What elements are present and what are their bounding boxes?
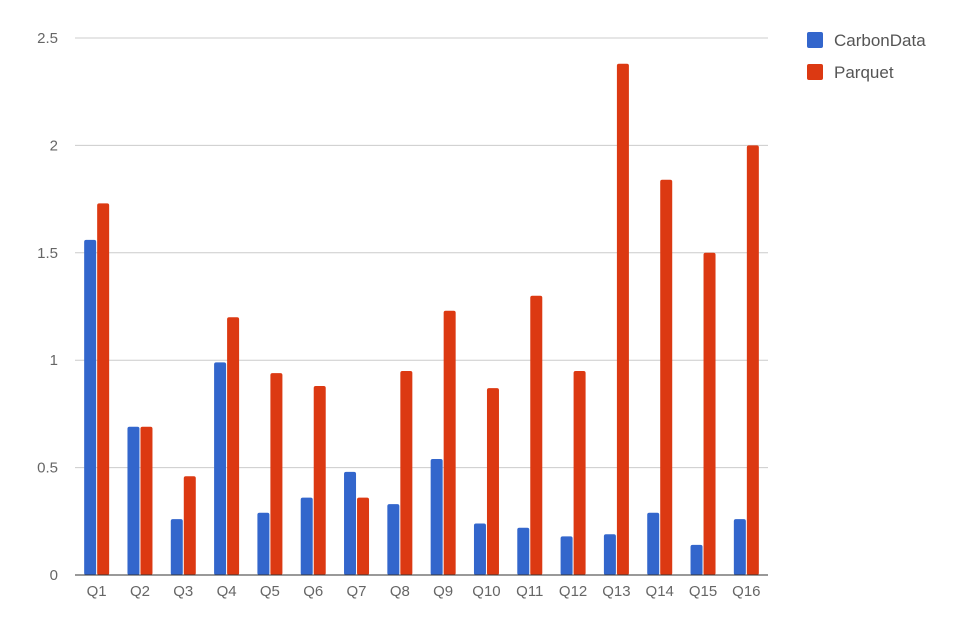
legend-swatch-parquet bbox=[807, 64, 823, 80]
x-tick-label: Q3 bbox=[173, 583, 193, 600]
bar-parquet-q8 bbox=[400, 370, 413, 575]
x-tick-label: Q16 bbox=[732, 583, 760, 600]
bar-carbondata-q2 bbox=[127, 426, 140, 575]
bar-carbondata-q3 bbox=[170, 519, 183, 575]
x-tick-label: Q9 bbox=[433, 583, 453, 600]
y-tick-label: 2 bbox=[50, 137, 58, 154]
x-tick-label: Q13 bbox=[602, 583, 630, 600]
bar-parquet-q13 bbox=[616, 63, 629, 575]
gridlines bbox=[75, 37, 768, 469]
bar-carbondata-q10 bbox=[473, 523, 486, 575]
legend: CarbonData Parquet bbox=[807, 31, 926, 82]
x-tick-label: Q11 bbox=[516, 583, 543, 600]
x-tick-label: Q5 bbox=[260, 583, 280, 600]
bar-parquet-q15 bbox=[703, 252, 716, 576]
bar-parquet-q12 bbox=[573, 370, 586, 575]
bars bbox=[84, 63, 759, 576]
bar-carbondata-q15 bbox=[690, 544, 703, 575]
bar-carbondata-q5 bbox=[257, 512, 270, 575]
y-tick-label: 0.5 bbox=[37, 460, 58, 477]
bar-carbondata-q9 bbox=[430, 459, 443, 575]
legend-swatch-carbondata bbox=[807, 32, 823, 48]
legend-label-carbondata: CarbonData bbox=[834, 31, 926, 50]
bar-carbondata-q12 bbox=[560, 536, 573, 575]
y-tick-label: 2.5 bbox=[37, 30, 58, 47]
y-tick-label: 1.5 bbox=[37, 245, 58, 262]
bar-carbondata-q14 bbox=[647, 512, 660, 575]
x-tick-label: Q6 bbox=[303, 583, 323, 600]
x-tick-label: Q12 bbox=[559, 583, 587, 600]
bar-parquet-q11 bbox=[530, 295, 543, 575]
bar-parquet-q16 bbox=[746, 145, 759, 575]
bar-parquet-q1 bbox=[97, 203, 110, 575]
bar-parquet-q9 bbox=[443, 310, 456, 575]
bar-parquet-q6 bbox=[313, 385, 326, 575]
bar-parquet-q4 bbox=[227, 317, 240, 575]
bar-parquet-q7 bbox=[357, 497, 370, 575]
y-tick-label: 1 bbox=[50, 352, 58, 369]
bar-parquet-q2 bbox=[140, 426, 153, 575]
x-tick-labels: Q1 Q2 Q3 Q4 Q5 Q6 Q7 Q8 Q9 Q10 Q11 Q12 Q13 Q14 Q15 Q16 bbox=[87, 583, 761, 600]
bar-carbondata-q4 bbox=[214, 362, 227, 575]
x-tick-label: Q1 bbox=[87, 583, 107, 600]
bar-carbondata-q8 bbox=[387, 504, 400, 575]
bar-carbondata-q16 bbox=[733, 519, 746, 575]
x-tick-label: Q7 bbox=[347, 583, 367, 600]
bar-carbondata-q1 bbox=[84, 239, 97, 576]
bar-parquet-q14 bbox=[660, 179, 673, 575]
x-tick-label: Q15 bbox=[689, 583, 717, 600]
x-tick-label: Q2 bbox=[130, 583, 150, 600]
x-tick-label: Q8 bbox=[390, 583, 410, 600]
bar-parquet-q5 bbox=[270, 373, 283, 575]
y-tick-label: 0 bbox=[50, 567, 58, 584]
bar-carbondata-q7 bbox=[344, 471, 357, 575]
x-tick-label: Q4 bbox=[217, 583, 237, 600]
bar-carbondata-q6 bbox=[300, 497, 313, 575]
bar-carbondata-q13 bbox=[603, 534, 616, 575]
bar-parquet-q3 bbox=[183, 476, 196, 575]
bar-carbondata-q11 bbox=[517, 527, 530, 575]
legend-label-parquet: Parquet bbox=[834, 63, 894, 82]
bar-parquet-q10 bbox=[486, 388, 499, 575]
x-tick-label: Q10 bbox=[472, 583, 500, 600]
y-tick-labels: 0 0.5 1 1.5 2 2.5 bbox=[37, 30, 58, 584]
x-tick-label: Q14 bbox=[646, 583, 674, 600]
